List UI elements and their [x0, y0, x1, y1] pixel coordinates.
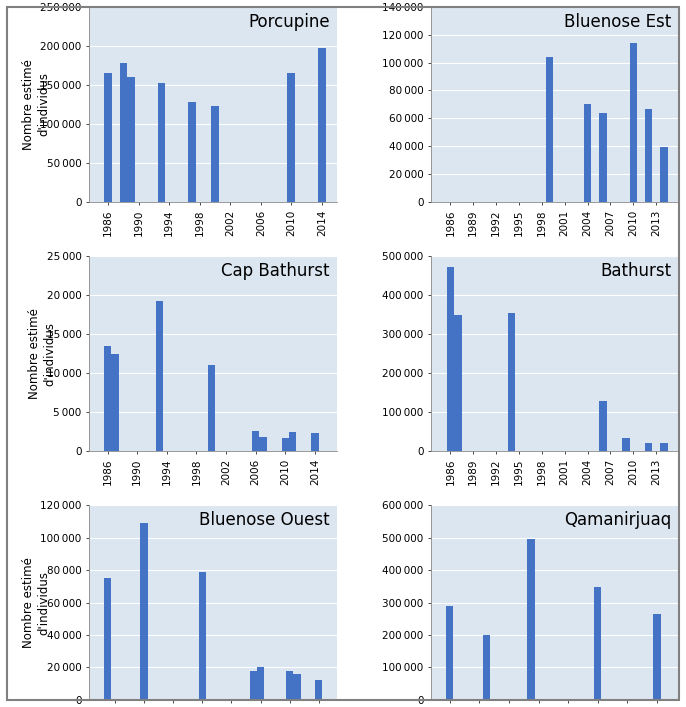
Bar	[584, 105, 591, 201]
Bar	[483, 635, 490, 700]
Bar	[599, 112, 606, 201]
Y-axis label: Nombre estimé
d'individus: Nombre estimé d'individus	[29, 308, 56, 399]
Text: Cap Bathurst: Cap Bathurst	[221, 262, 330, 280]
Bar	[528, 539, 535, 700]
Bar	[250, 671, 257, 700]
Bar	[318, 48, 326, 201]
Text: Bathurst: Bathurst	[600, 262, 672, 280]
Bar	[645, 109, 652, 201]
Bar	[158, 83, 165, 201]
Bar	[446, 606, 453, 700]
Bar	[259, 437, 267, 451]
Bar	[545, 57, 554, 201]
Bar	[252, 431, 259, 451]
Bar	[653, 614, 661, 700]
Text: Porcupine: Porcupine	[248, 13, 330, 31]
Bar	[104, 578, 111, 700]
Bar	[211, 106, 219, 201]
Text: Qamanirjuaq: Qamanirjuaq	[565, 511, 672, 529]
Bar	[447, 267, 454, 451]
Bar	[660, 443, 667, 451]
Bar	[660, 148, 667, 201]
Bar	[630, 43, 637, 201]
Text: Bluenose Est: Bluenose Est	[565, 13, 672, 31]
Bar	[622, 438, 630, 451]
Text: Bluenose Ouest: Bluenose Ouest	[199, 511, 330, 529]
Bar	[294, 674, 300, 700]
Bar	[315, 680, 322, 700]
Bar	[645, 443, 652, 451]
Bar	[208, 366, 215, 451]
Y-axis label: Nombre estimé
d'individus: Nombre estimé d'individus	[22, 59, 50, 150]
Bar	[286, 671, 294, 700]
Bar	[454, 315, 462, 451]
Bar	[287, 74, 295, 201]
Bar	[128, 77, 135, 201]
Bar	[111, 354, 119, 451]
Bar	[140, 523, 147, 700]
Bar	[198, 572, 206, 700]
Bar	[289, 432, 296, 451]
Bar	[594, 587, 602, 700]
Bar	[119, 63, 128, 201]
Bar	[104, 74, 112, 201]
Bar	[156, 301, 163, 451]
Bar	[599, 401, 606, 451]
Y-axis label: Nombre estimé
d'individus: Nombre estimé d'individus	[22, 557, 50, 648]
Bar	[257, 667, 264, 700]
Bar	[281, 438, 289, 451]
Bar	[508, 313, 515, 451]
Bar	[189, 102, 196, 201]
Bar	[311, 433, 318, 451]
Bar	[104, 346, 111, 451]
